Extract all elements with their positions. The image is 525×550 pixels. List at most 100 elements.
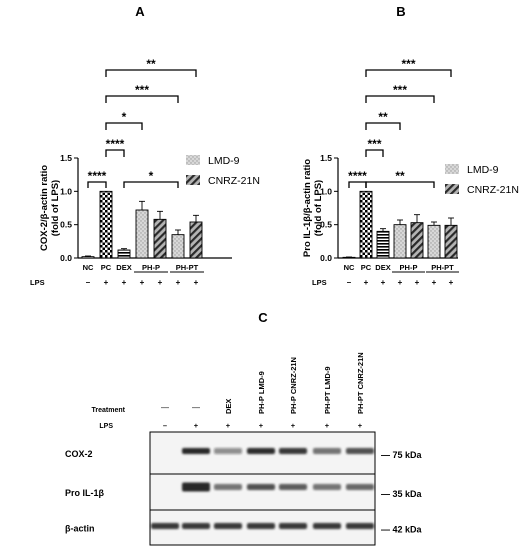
group-label: PH-PT (431, 263, 454, 272)
blot-band (247, 523, 275, 529)
lps-sign: + (194, 421, 199, 430)
lps-row-label: LPS (312, 278, 327, 287)
group-label: PH-P (142, 263, 160, 272)
legend-label: LMD-9 (208, 155, 240, 167)
y-axis-label: Pro IL-1β/β-actin ratio(fold of LPS) (302, 159, 324, 257)
treatment-label: DEX (224, 399, 233, 414)
significance-label: **** (106, 137, 125, 151)
lps-sign: + (259, 421, 264, 430)
legend-swatch (186, 155, 200, 165)
significance-bracket (105, 95, 179, 103)
blot-band (247, 448, 275, 454)
category-label: DEX (116, 263, 131, 272)
bar (393, 224, 407, 259)
significance-bracket (105, 69, 197, 77)
group-label: PH-P (400, 263, 418, 272)
blot-row-label: COX-2 (65, 449, 93, 459)
lps-sign: + (226, 421, 231, 430)
y-tick-label: 0.5 (320, 220, 332, 230)
bar (135, 209, 149, 259)
significance-label: * (149, 169, 154, 183)
blot-band (182, 448, 210, 454)
significance-label: *** (135, 83, 149, 97)
blot-row-label: Pro IL-1β (65, 488, 105, 498)
significance-bracket (105, 122, 143, 130)
bar (189, 221, 203, 259)
blot-band (346, 484, 374, 490)
blot-size-label: — 42 kDa (381, 525, 423, 535)
lps-sign: + (140, 278, 145, 287)
significance-label: ** (395, 169, 405, 183)
bar (359, 190, 373, 259)
category-label: DEX (375, 263, 390, 272)
significance-bracket (365, 149, 384, 157)
lps-sign: + (325, 421, 330, 430)
blot-band (214, 448, 242, 454)
bar (427, 224, 441, 259)
lps-sign: + (291, 421, 296, 430)
lps-row-label: LPS (99, 423, 113, 430)
chart-cox2: 0.0 0.5 1.0 1.5 COX-2/β-actin ratio(fold of … (30, 57, 260, 287)
y-axis-label: COX-2/β-actin ratio(fold of LPS) (39, 165, 61, 251)
legend-swatch (445, 164, 459, 174)
lps-sign: + (358, 421, 363, 430)
treatment-label: PH-PT CNRZ-21N (356, 352, 365, 414)
blot-band (313, 448, 341, 454)
y-tick-label: 1.5 (60, 153, 72, 163)
treatment-label: PH-P CNRZ-21N (289, 357, 298, 414)
significance-bracket (365, 122, 401, 130)
bar (171, 234, 185, 259)
lps-sign: + (449, 278, 454, 287)
category-label: PC (361, 263, 372, 272)
lps-sign: – (163, 421, 167, 430)
blot-band (313, 523, 341, 529)
bar (153, 218, 167, 259)
category-label: PC (101, 263, 112, 272)
y-tick-label: 1.0 (320, 186, 332, 196)
panel-label-c: C (258, 310, 268, 325)
y-tick-label: 0.0 (320, 253, 332, 263)
significance-bracket (105, 149, 125, 157)
blot-size-label: — 35 kDa (381, 489, 423, 499)
significance-bracket (365, 181, 435, 188)
y-tick-label: 1.5 (320, 153, 332, 163)
group-label: PH-PT (176, 263, 199, 272)
lps-sign: + (364, 278, 369, 287)
lps-sign: + (158, 278, 163, 287)
significance-bracket (365, 95, 435, 103)
significance-label: *** (393, 83, 407, 97)
category-label: NC (83, 263, 94, 272)
blot-band (214, 523, 242, 529)
lps-sign: + (432, 278, 437, 287)
significance-label: **** (348, 169, 367, 183)
significance-label: *** (367, 137, 381, 151)
lps-sign: – (347, 278, 352, 287)
significance-bracket (365, 69, 452, 77)
blot-strip (149, 473, 376, 511)
significance-label: **** (88, 169, 107, 183)
significance-label: * (122, 110, 127, 124)
significance-label: ** (378, 110, 388, 124)
significance-label: ** (146, 57, 156, 71)
bar (81, 256, 95, 259)
significance-label: *** (401, 57, 415, 71)
treatment-row-label: Treatment (92, 407, 126, 414)
legend-swatch (186, 175, 200, 185)
y-tick-label: 0.5 (60, 220, 72, 230)
lps-sign: + (415, 278, 420, 287)
category-label: NC (344, 263, 355, 272)
blot-band (279, 523, 307, 529)
blot-band (313, 484, 341, 490)
y-tick-label: 1.0 (60, 186, 72, 196)
lps-sign: + (398, 278, 403, 287)
legend-label: CNRZ-21N (208, 175, 260, 187)
blot-size-label: — 75 kDa (381, 450, 423, 460)
blot-band (279, 484, 307, 490)
legend-swatch (445, 184, 459, 194)
legend-label: CNRZ-21N (467, 184, 519, 196)
treatment-dash: — (192, 403, 200, 412)
blot-band (346, 448, 374, 454)
bar (99, 190, 113, 259)
treatment-label: PH-P LMD-9 (257, 371, 266, 414)
